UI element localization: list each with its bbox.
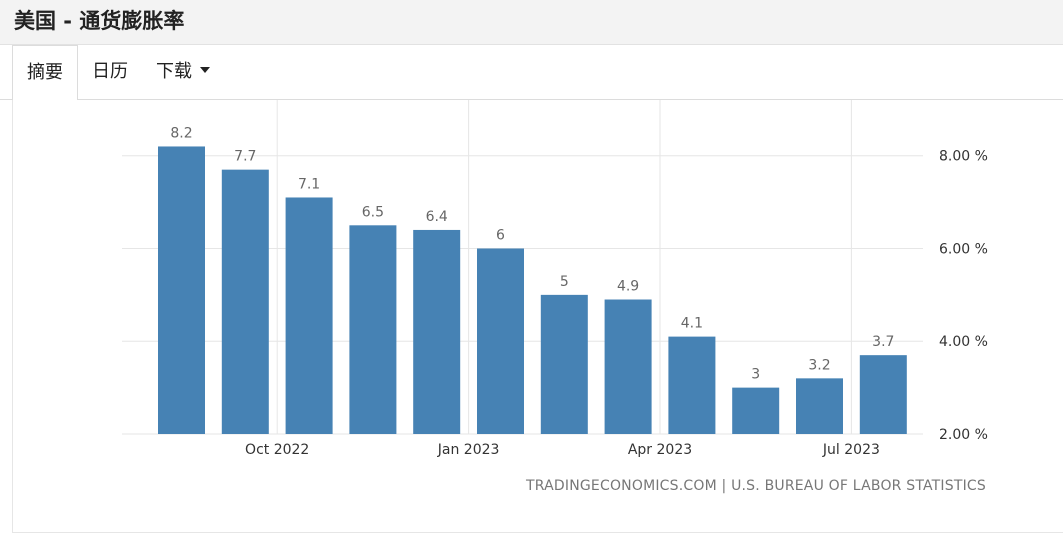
tab-download[interactable]: 下载 xyxy=(156,45,210,100)
y-tick-label: 4.00 % xyxy=(939,334,988,350)
x-tick-label: Apr 2023 xyxy=(628,442,692,458)
bar xyxy=(668,336,716,434)
x-tick-label: Oct 2022 xyxy=(245,442,309,458)
caret-down-icon xyxy=(200,67,210,73)
bar-value-label: 7.1 xyxy=(298,176,320,192)
bar-value-label: 6.4 xyxy=(426,209,448,225)
bar-value-label: 3.7 xyxy=(872,334,894,350)
bar xyxy=(604,299,652,434)
bar-value-label: 4.9 xyxy=(617,279,639,295)
page-title: 美国 - 通货膨胀率 xyxy=(14,9,185,33)
bar xyxy=(540,294,588,434)
source-credit: TRADINGECONOMICS.COM | U.S. BUREAU OF LA… xyxy=(526,478,986,494)
title-bar: 美国 - 通货膨胀率 xyxy=(0,0,1063,45)
bar xyxy=(477,248,524,434)
bar xyxy=(221,169,269,435)
y-tick-label: 6.00 % xyxy=(939,241,988,257)
chart-panel: 8.2 7.7 7.1 6.5 6.4 6 5 4.9 4.1 3 3.2 3.7 Oct 2022 Ja… xyxy=(12,100,1063,533)
bar-value-label: 7.7 xyxy=(234,149,256,165)
inflation-bar-chart: 8.2 7.7 7.1 6.5 6.4 6 5 4.9 4.1 3 3.2 3.7 Oct 2022 Ja… xyxy=(122,100,988,458)
bar-value-label: 8.2 xyxy=(170,125,192,141)
x-tick-label: Jul 2023 xyxy=(822,442,880,458)
bar xyxy=(859,355,907,434)
tab-calendar[interactable]: 日历 xyxy=(92,61,128,82)
bar xyxy=(349,225,397,434)
y-tick-label: 8.00 % xyxy=(939,149,988,165)
bar-value-label: 5 xyxy=(560,274,569,290)
bar xyxy=(158,146,205,434)
tab-summary[interactable]: 摘要 xyxy=(12,45,78,101)
bar-value-label: 3 xyxy=(751,367,760,383)
y-tick-label: 2.00 % xyxy=(939,427,988,443)
bar xyxy=(796,378,843,434)
bar xyxy=(732,387,780,434)
tab-bar: 摘要 日历 下载 xyxy=(0,45,1063,101)
x-tick-label: Jan 2023 xyxy=(437,442,500,458)
bar xyxy=(413,229,461,434)
bar-value-label: 4.1 xyxy=(681,316,703,332)
tab-download-label: 下载 xyxy=(156,61,192,82)
bar-value-label: 3.2 xyxy=(808,357,830,373)
bar xyxy=(285,197,333,434)
bar-value-label: 6 xyxy=(496,227,505,243)
bar-value-label: 6.5 xyxy=(362,204,384,220)
